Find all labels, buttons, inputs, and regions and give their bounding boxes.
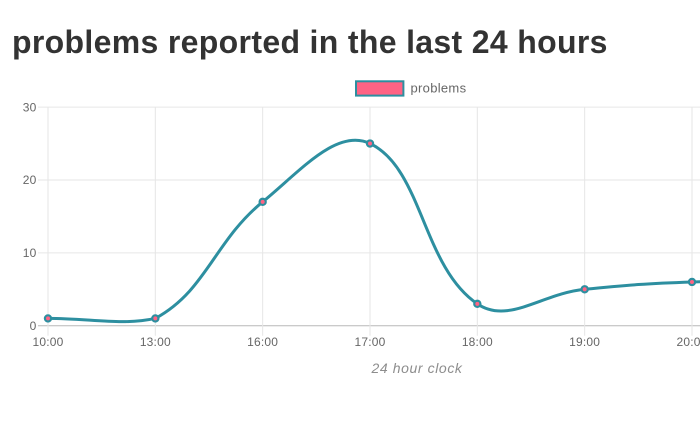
svg-text:18:00: 18:00 [462, 335, 493, 349]
svg-text:10:00: 10:00 [32, 335, 63, 349]
svg-text:16:00: 16:00 [247, 335, 278, 349]
svg-text:problems: problems [411, 81, 467, 96]
svg-text:13:00: 13:00 [140, 335, 171, 349]
svg-text:19:00: 19:00 [569, 335, 600, 349]
svg-text:20: 20 [23, 173, 37, 187]
svg-text:0: 0 [30, 319, 37, 333]
svg-text:30: 30 [23, 100, 37, 114]
svg-text:10: 10 [23, 246, 37, 260]
svg-text:24 hour clock: 24 hour clock [370, 360, 462, 376]
svg-text:20:00: 20:00 [676, 335, 700, 349]
svg-text:17:00: 17:00 [354, 335, 385, 349]
